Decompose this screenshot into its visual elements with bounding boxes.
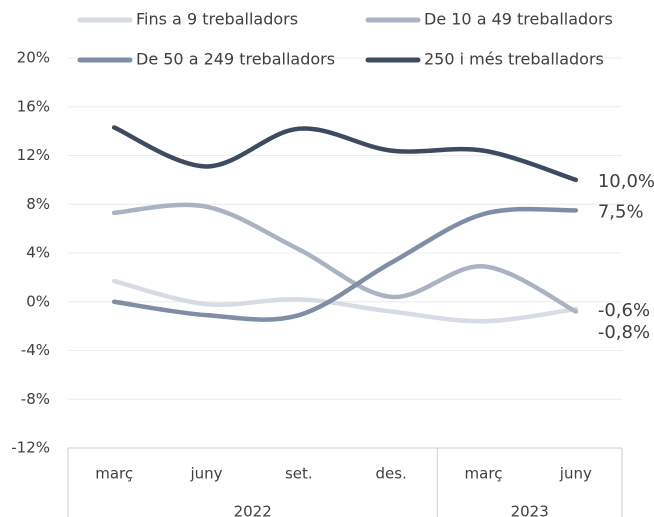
x-tick-label: març: [465, 465, 503, 483]
data-label: -0,6%: [598, 300, 650, 321]
data-label: 7,5%: [598, 201, 644, 222]
y-tick-label: 20%: [17, 49, 50, 67]
y-tick-label: 0%: [26, 292, 50, 310]
y-tick-label: 8%: [26, 195, 50, 213]
line-series: [111, 202, 579, 314]
x-tick-label: des.: [375, 465, 406, 483]
y-tick-label: -8%: [21, 390, 50, 408]
data-label: 10,0%: [598, 171, 654, 192]
line-series: [111, 278, 579, 324]
x-tick-label: juny: [559, 465, 592, 483]
x-tick-label: juny: [189, 465, 222, 483]
x-tick-label: set.: [285, 465, 313, 483]
legend-label: De 50 a 249 treballadors: [136, 50, 335, 69]
data-label: -0,8%: [598, 322, 650, 343]
x-tick-label: març: [95, 465, 133, 483]
y-tick-label: 16%: [17, 97, 50, 115]
line-series: [111, 206, 579, 322]
y-tick-label: -12%: [11, 439, 50, 457]
line-series: [111, 125, 579, 183]
group-label: 2022: [234, 503, 272, 517]
group-label: 2023: [511, 503, 549, 517]
y-tick-label: -4%: [21, 341, 50, 359]
y-tick-label: 12%: [17, 146, 50, 164]
legend-label: Fins a 9 treballadors: [136, 10, 298, 29]
legend-label: 250 i més treballadors: [424, 50, 604, 69]
legend-label: De 10 a 49 treballadors: [424, 10, 613, 29]
y-tick-label: 4%: [26, 244, 50, 262]
